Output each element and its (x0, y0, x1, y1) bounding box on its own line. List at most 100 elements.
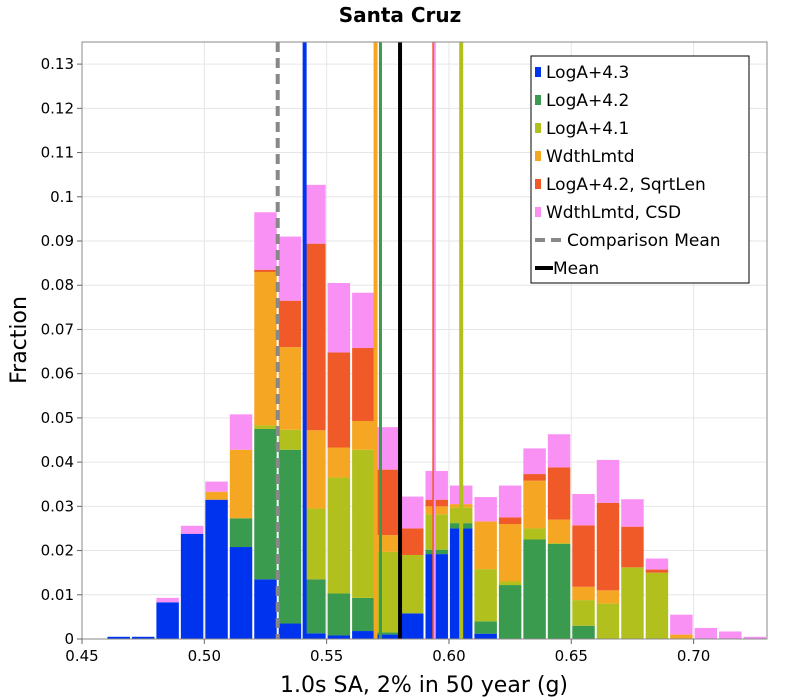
bar-loga-4-2-sqrtlen (352, 348, 375, 421)
y-tick-label: 0.08 (41, 276, 74, 294)
gridlines (81, 42, 767, 640)
legend-box (530, 55, 750, 284)
bar-loga-4-2-sqrtlen (303, 243, 326, 431)
x-tick-label: 0.60 (432, 647, 465, 665)
bar-wdthlmtd-csd (401, 496, 424, 529)
bar-loga-4-2 (498, 585, 522, 639)
bar-loga-4-3 (401, 613, 424, 639)
y-tick-label: 0.05 (41, 409, 74, 427)
bar-loga-4-2 (474, 621, 497, 634)
bar-wdthlmtd-csd (327, 283, 351, 353)
bar-loga-4-1 (425, 514, 448, 550)
x-axis-label: 1.0s SA, 2% in 50 year (g) (280, 673, 568, 698)
bar-loga-4-1 (401, 554, 424, 614)
bar-loga-4-1 (547, 543, 571, 544)
bar-loga-4-2-sqrtlen (572, 525, 595, 587)
bar-wdthlmtd (278, 347, 302, 430)
bar-loga-4-1 (596, 603, 620, 639)
bar-wdthlmtd (229, 449, 253, 519)
x-tick-label: 0.65 (555, 647, 588, 665)
mean-lines (275, 42, 464, 639)
plot-frame (81, 41, 768, 640)
y-tick-label: 0.1 (50, 188, 74, 206)
bar-loga-4-2 (278, 449, 302, 624)
bar-loga-4-2-sqrtlen (376, 469, 400, 536)
y-tick-label: 0.03 (41, 497, 74, 515)
bar-loga-4-3 (229, 547, 253, 639)
bar-loga-4-2 (327, 593, 351, 636)
bar-wdthlmtd-csd (523, 448, 546, 475)
bar-wdthlmtd-csd (572, 493, 595, 526)
bar-loga-4-1 (645, 572, 669, 639)
bar-wdthlmtd (376, 535, 400, 552)
legend-swatch (535, 151, 541, 161)
bar-loga-4-2 (425, 549, 448, 555)
bar-loga-4-3 (156, 602, 179, 639)
bar-loga-4-2 (572, 625, 595, 639)
y-tick-label: 0.13 (41, 55, 74, 73)
bar-wdthlmtd-csd (645, 558, 669, 570)
chart-title: Santa Cruz (339, 3, 462, 27)
bar-loga-4-1 (303, 508, 326, 580)
legend-swatch (535, 123, 541, 133)
y-tick-label: 0.11 (41, 144, 74, 162)
bar-loga-4-1 (327, 477, 351, 594)
bar-wdthlmtd-csd (352, 292, 375, 349)
bar-wdthlmtd-csd (498, 485, 522, 518)
bar-wdthlmtd (547, 519, 571, 544)
legend: LogA+4.3 LogA+4.2 LogA+4.1 WdthLmtd LogA+4.2… (530, 55, 750, 284)
bar-loga-4-3 (278, 623, 302, 639)
bar-loga-4-2 (254, 428, 277, 580)
bar-wdthlmtd-csd (621, 499, 644, 527)
bar-loga-4-2-sqrtlen (523, 474, 546, 481)
bar-loga-4-3 (352, 631, 375, 639)
y-tick-label: 0.06 (41, 365, 74, 383)
bar-loga-4-1 (523, 528, 546, 540)
bar-wdthlmtd-csd (719, 631, 742, 639)
bar-wdthlmtd-csd (278, 236, 302, 301)
bar-loga-4-3 (474, 633, 497, 639)
bar-wdthlmtd-csd (547, 434, 571, 468)
x-axis: 0.45 0.50 0.55 0.60 0.65 0.70 (65, 639, 710, 665)
y-tick-label: 0.09 (41, 232, 74, 250)
bar-loga-4-2-sqrtlen (254, 269, 277, 272)
bar-wdthlmtd-csd (743, 636, 766, 639)
bar-wdthlmtd-csd (254, 212, 277, 270)
bar-wdthlmtd-csd (156, 597, 179, 603)
bar-loga-4-3 (131, 636, 155, 639)
bar-wdthlmtd (523, 480, 546, 529)
bar-loga-4-3 (205, 499, 228, 639)
bar-loga-4-2-sqrtlen (596, 502, 620, 591)
y-tick-label: 0 (64, 630, 74, 648)
bar-wdthlmtd (205, 491, 228, 500)
y-axis: 0 0.01 0.02 0.03 0.04 0.05 0.06 0.07 0.08 0.09 0.1… (41, 55, 82, 648)
y-tick-label: 0.12 (41, 99, 74, 117)
bar-wdthlmtd-csd (180, 525, 204, 534)
bar-wdthlmtd-csd (425, 470, 448, 500)
bar-loga-4-2-sqrtlen (645, 569, 669, 573)
legend-label: LogA+4.3 (546, 63, 629, 83)
bar-loga-4-2-sqrtlen (327, 352, 351, 448)
legend-swatch (535, 207, 541, 217)
bar-wdthlmtd (474, 521, 497, 570)
bar-wdthlmtd-csd (303, 184, 326, 244)
bar-loga-4-2-sqrtlen (278, 300, 302, 348)
bar-loga-4-1 (376, 551, 400, 633)
bar-loga-4-2 (229, 518, 253, 548)
bar-loga-4-3 (303, 633, 326, 639)
bar-wdthlmtd (498, 524, 522, 582)
bar-wdthlmtd (254, 271, 277, 426)
bar-wdthlmtd-csd (474, 497, 497, 522)
bar-wdthlmtd (327, 447, 351, 478)
legend-label: WdthLmtd (546, 147, 635, 167)
bar-loga-4-2-sqrtlen (401, 528, 424, 555)
bar-loga-4-2 (303, 579, 326, 634)
legend-label: Comparison Mean (567, 231, 721, 251)
bars (107, 184, 766, 639)
y-axis-label: Fraction (7, 296, 32, 384)
bar-wdthlmtd-csd (376, 427, 400, 470)
y-tick-label: 0.04 (41, 453, 74, 471)
y-tick-label: 0.07 (41, 320, 74, 338)
legend-label: LogA+4.1 (546, 119, 629, 139)
bar-loga-4-2 (352, 597, 375, 632)
